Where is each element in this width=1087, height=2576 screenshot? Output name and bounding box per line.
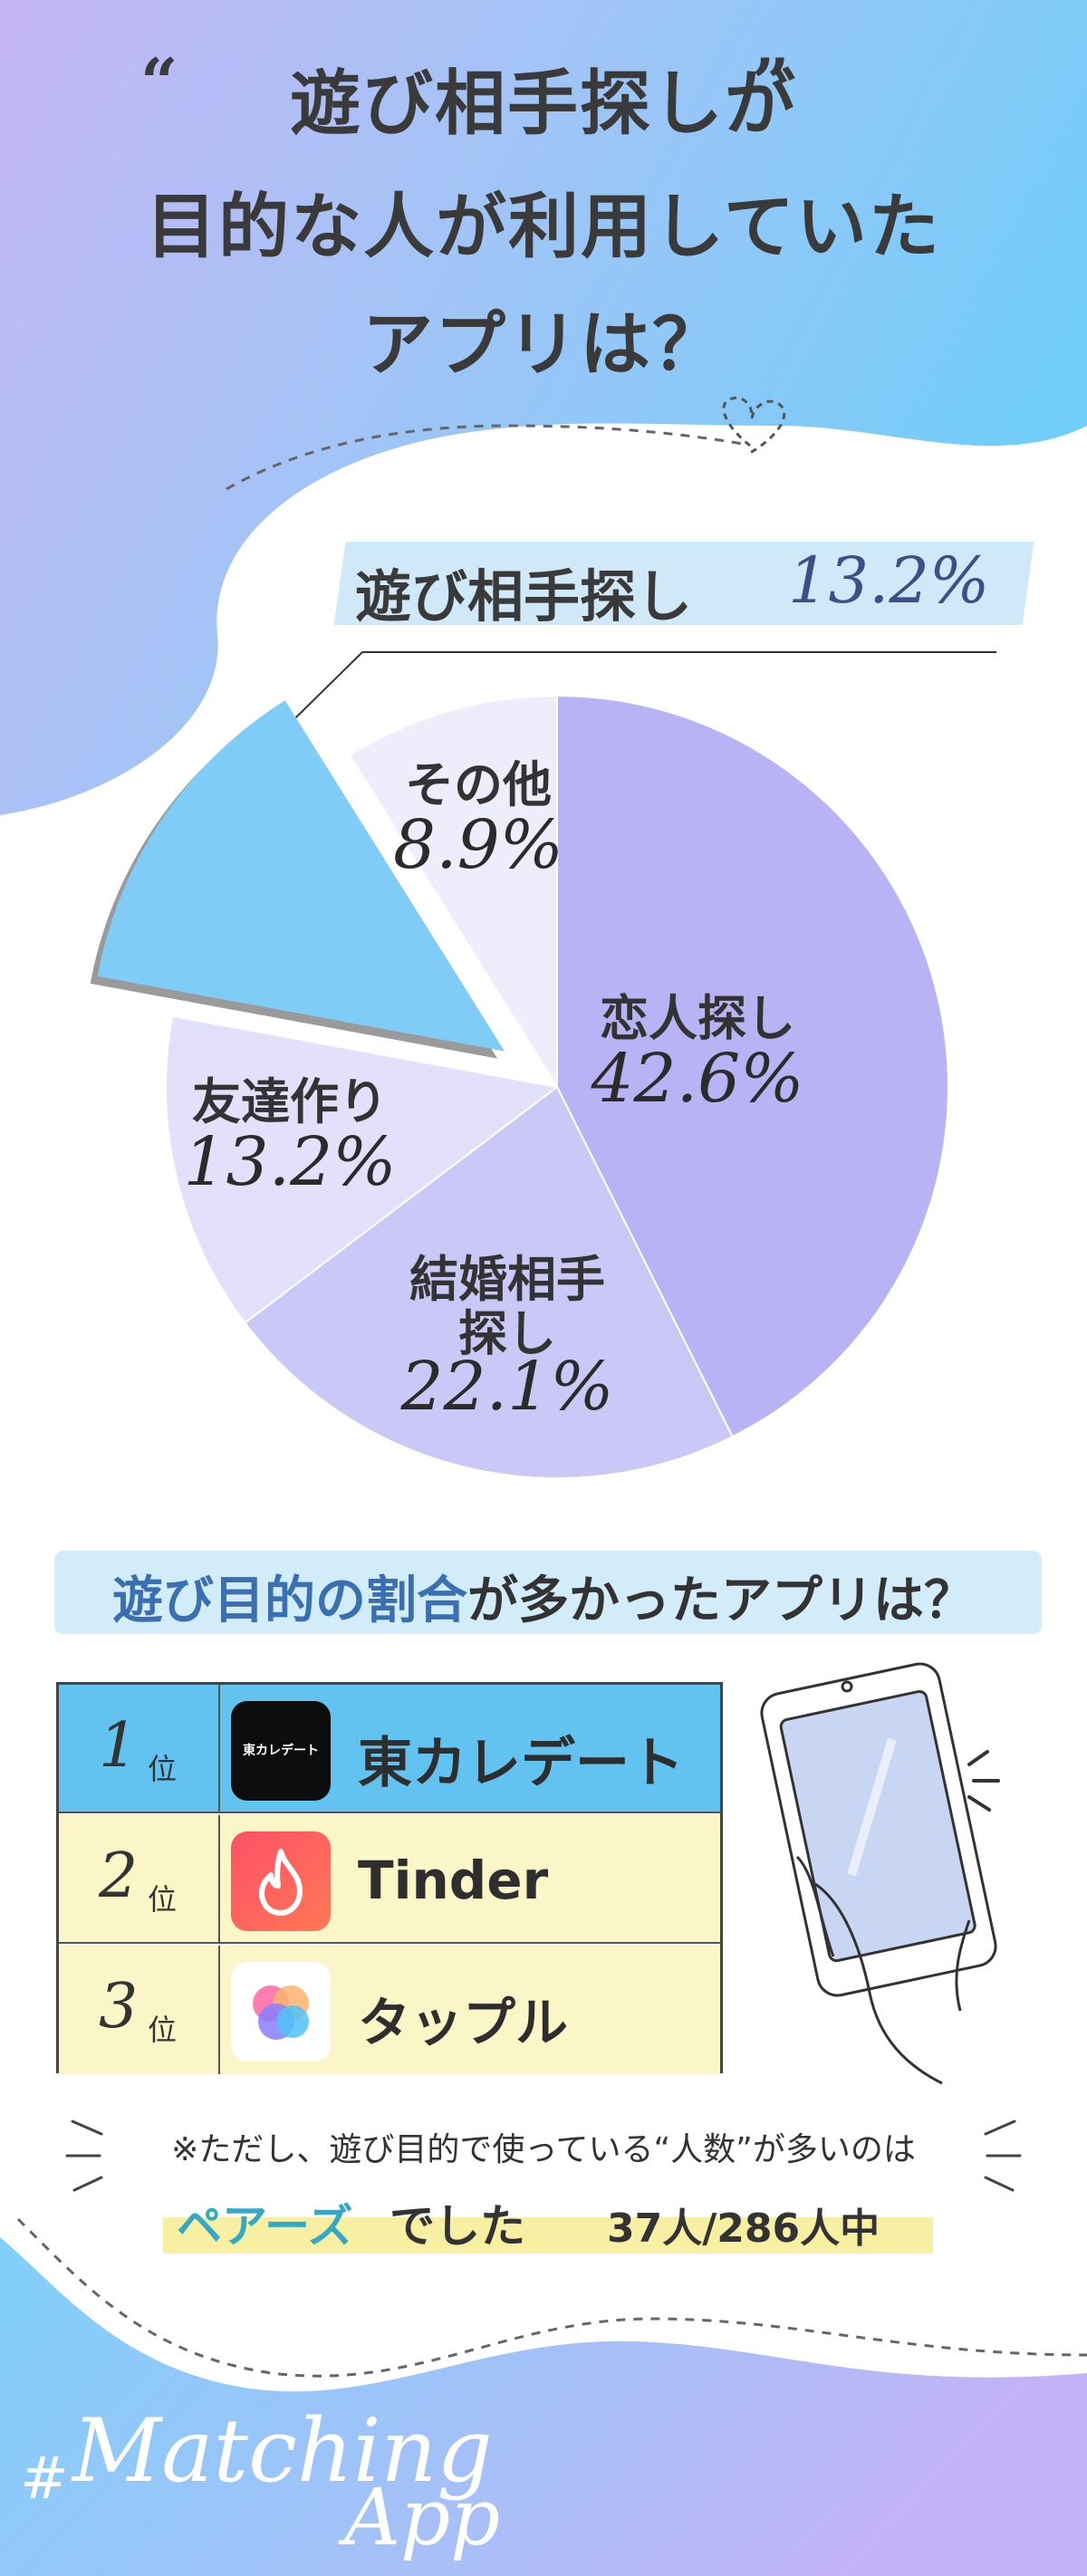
pie-slice-lover <box>556 694 949 1438</box>
flame-icon <box>259 1849 303 1916</box>
note-line1: ※ただし、遊び目的で使っている“人数”が多いのは <box>171 2131 916 2168</box>
ranking-table: 1 位 東カレデート 東カレデート 2 位 Tinder 3 位 <box>56 1682 723 2074</box>
watermark-matching: Matching <box>72 2400 493 2502</box>
slice-value-other: 8.9% <box>393 806 563 884</box>
title-keyword: 遊び相手探し <box>289 63 725 145</box>
slice-label-marriage-1: 結婚相手 <box>409 1251 605 1308</box>
title-line3: アプリは？ <box>361 304 725 386</box>
watermark-app: App <box>344 2473 501 2563</box>
note-count: 37人/286人中 <box>607 2206 880 2252</box>
section2-title-rest: が多かったアプリは？ <box>467 1572 975 1630</box>
rank-suffix: 位 <box>148 1882 178 1917</box>
rank-number: 1 <box>99 1710 139 1782</box>
bubbles-icon <box>253 1985 309 2040</box>
slice-label-lover: 恋人探し <box>600 990 795 1047</box>
slice-label-marriage-2: 探し <box>458 1305 556 1362</box>
rank-cell-1: 1 位 <box>59 1685 220 1812</box>
rank-number: 3 <box>99 1971 139 2043</box>
app-name: タップル <box>358 1992 569 2053</box>
app-name: Tinder <box>358 1850 549 1911</box>
tapple-app-icon <box>231 1962 331 2062</box>
ranking-row-2: 2 位 Tinder <box>59 1815 720 1944</box>
section2-title-band <box>54 1551 1042 1634</box>
title-quote-close: ” <box>752 43 790 120</box>
slice-value-friends: 13.2% <box>183 1123 397 1201</box>
pie-chart <box>90 694 949 1479</box>
pie-slice-other <box>348 694 558 1091</box>
tokare-date-app-icon: 東カレデート <box>231 1701 331 1801</box>
highlight-label: 遊び相手探し <box>355 563 693 630</box>
slice-value-lover: 42.6% <box>591 1040 804 1118</box>
pie-slice-marriage <box>243 1085 735 1479</box>
note-app-name: ペアーズ <box>177 2200 353 2253</box>
section2-title: 遊び目的の割合が多かったアプリは？ <box>0 1560 1087 1633</box>
pie-slice-friends <box>165 1014 560 1324</box>
slice-label-other: その他 <box>405 756 552 813</box>
title-line2: 目的な人が利用していた <box>146 187 941 268</box>
ranking-row-3: 3 位 タップル <box>59 1946 720 2074</box>
rank-number: 2 <box>99 1841 139 1912</box>
rank-suffix: 位 <box>148 2013 178 2047</box>
section2-title-accent: 遊び目的の割合 <box>112 1572 467 1630</box>
note-highlight-band <box>163 2217 933 2254</box>
rank-cell-2: 2 位 <box>59 1815 220 1942</box>
note-suffix: でした <box>390 2200 525 2253</box>
title-suffix: が <box>725 63 798 145</box>
pie-slice-play <box>97 700 505 1052</box>
tinder-app-icon <box>231 1831 331 1931</box>
title-quote-open: “ <box>140 43 178 120</box>
rank-suffix: 位 <box>148 1752 178 1786</box>
highlight-value: 13.2% <box>788 543 990 618</box>
rank-cell-3: 3 位 <box>59 1946 220 2074</box>
ranking-row-1: 1 位 東カレデート 東カレデート <box>59 1685 720 1813</box>
app-icon-text: 東カレデート <box>243 1744 319 1758</box>
watermark-hash: # <box>20 2446 69 2513</box>
slice-value-marriage: 22.1% <box>400 1348 614 1426</box>
app-name: 東カレデート <box>358 1732 684 1795</box>
slice-label-friends: 友達作り <box>192 1073 388 1130</box>
title-line1: 遊び相手探しが <box>0 47 1087 149</box>
